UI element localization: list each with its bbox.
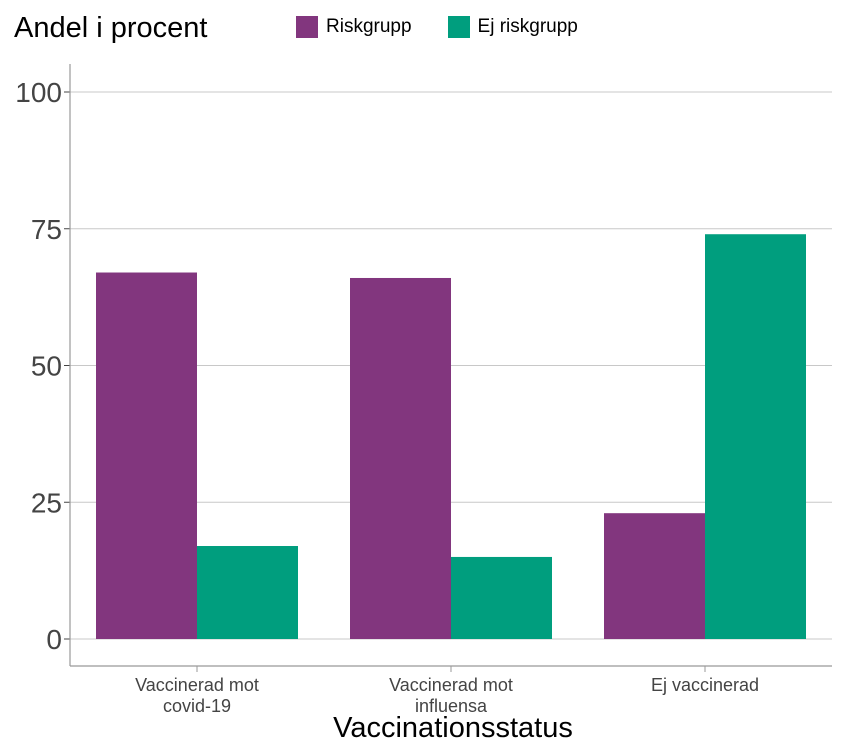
legend-swatch-riskgrupp: [296, 16, 318, 38]
y-tick-label: 0: [46, 624, 62, 655]
legend-label-riskgrupp: Riskgrupp: [326, 16, 412, 37]
x-tick-label: covid-19: [163, 696, 231, 716]
legend-item-riskgrupp: Riskgrupp: [296, 16, 412, 38]
y-tick-label: 50: [31, 351, 62, 382]
bar-riskgrupp-1: [350, 277, 451, 639]
legend-item-ej-riskgrupp: Ej riskgrupp: [447, 16, 578, 38]
legend-label-ej-riskgrupp: Ej riskgrupp: [477, 16, 578, 37]
y-tick-label: 75: [31, 214, 62, 245]
bar-riskgrupp-2: [604, 513, 705, 639]
legend: Riskgrupp Ej riskgrupp: [296, 16, 614, 38]
y-axis-title: Andel i procent: [14, 12, 208, 44]
bar-ej-riskgrupp-1: [451, 556, 552, 639]
x-tick-label: Vaccinerad mot: [389, 675, 513, 695]
y-tick-label: 100: [15, 77, 62, 108]
bar-ej-riskgrupp-0: [197, 546, 298, 639]
bar-riskgrupp-0: [96, 272, 197, 639]
x-tick-label: Vaccinerad mot: [135, 675, 259, 695]
y-tick-label: 25: [31, 487, 62, 518]
x-tick-label: influensa: [415, 696, 488, 716]
x-axis-title: Vaccinationsstatus: [333, 712, 573, 744]
legend-swatch-ej-riskgrupp: [447, 16, 470, 38]
bar-ej-riskgrupp-2: [705, 234, 806, 639]
x-tick-label: Ej vaccinerad: [651, 675, 759, 695]
